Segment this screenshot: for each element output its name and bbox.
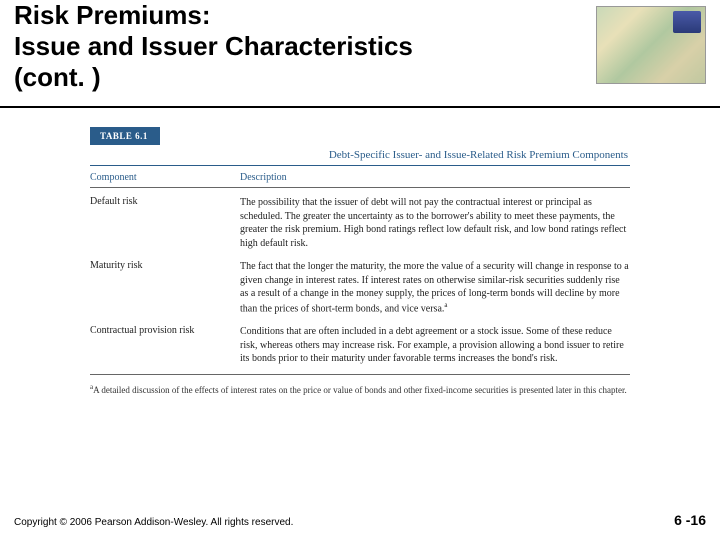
table-header-row: Component Description	[90, 166, 630, 188]
page-number: 6 -16	[674, 512, 706, 528]
column-header-component: Component	[90, 172, 240, 183]
table-row: Contractual provision risk Conditions th…	[90, 317, 630, 368]
component-cell: Maturity risk	[90, 260, 240, 315]
component-cell: Default risk	[90, 196, 240, 250]
description-text: The fact that the longer the maturity, t…	[240, 261, 629, 314]
description-cell: The fact that the longer the maturity, t…	[240, 260, 630, 315]
column-header-description: Description	[240, 172, 630, 183]
table-footnote: aA detailed discussion of the effects of…	[90, 375, 630, 396]
slide-content: TABLE 6.1 Debt-Specific Issuer- and Issu…	[0, 108, 720, 396]
copyright-text: Copyright © 2006 Pearson Addison-Wesley.…	[14, 517, 293, 528]
component-cell: Contractual provision risk	[90, 325, 240, 366]
footnote-text: A detailed discussion of the effects of …	[93, 385, 627, 395]
table-row: Maturity risk The fact that the longer t…	[90, 252, 630, 317]
table-label: TABLE 6.1	[90, 127, 160, 145]
money-image	[596, 6, 706, 84]
slide-footer: Copyright © 2006 Pearson Addison-Wesley.…	[14, 512, 706, 528]
description-cell: Conditions that are often included in a …	[240, 325, 630, 366]
table-title-row: Debt-Specific Issuer- and Issue-Related …	[90, 145, 630, 166]
footnote-marker: a	[444, 301, 447, 309]
table-6-1: TABLE 6.1 Debt-Specific Issuer- and Issu…	[90, 126, 630, 396]
description-cell: The possibility that the issuer of debt …	[240, 196, 630, 250]
table-title: Debt-Specific Issuer- and Issue-Related …	[329, 149, 630, 161]
table-row: Default risk The possibility that the is…	[90, 188, 630, 252]
table-label-row: TABLE 6.1	[90, 126, 630, 145]
table-body: Default risk The possibility that the is…	[90, 188, 630, 375]
slide-header: Risk Premiums: Issue and Issuer Characte…	[0, 0, 720, 108]
